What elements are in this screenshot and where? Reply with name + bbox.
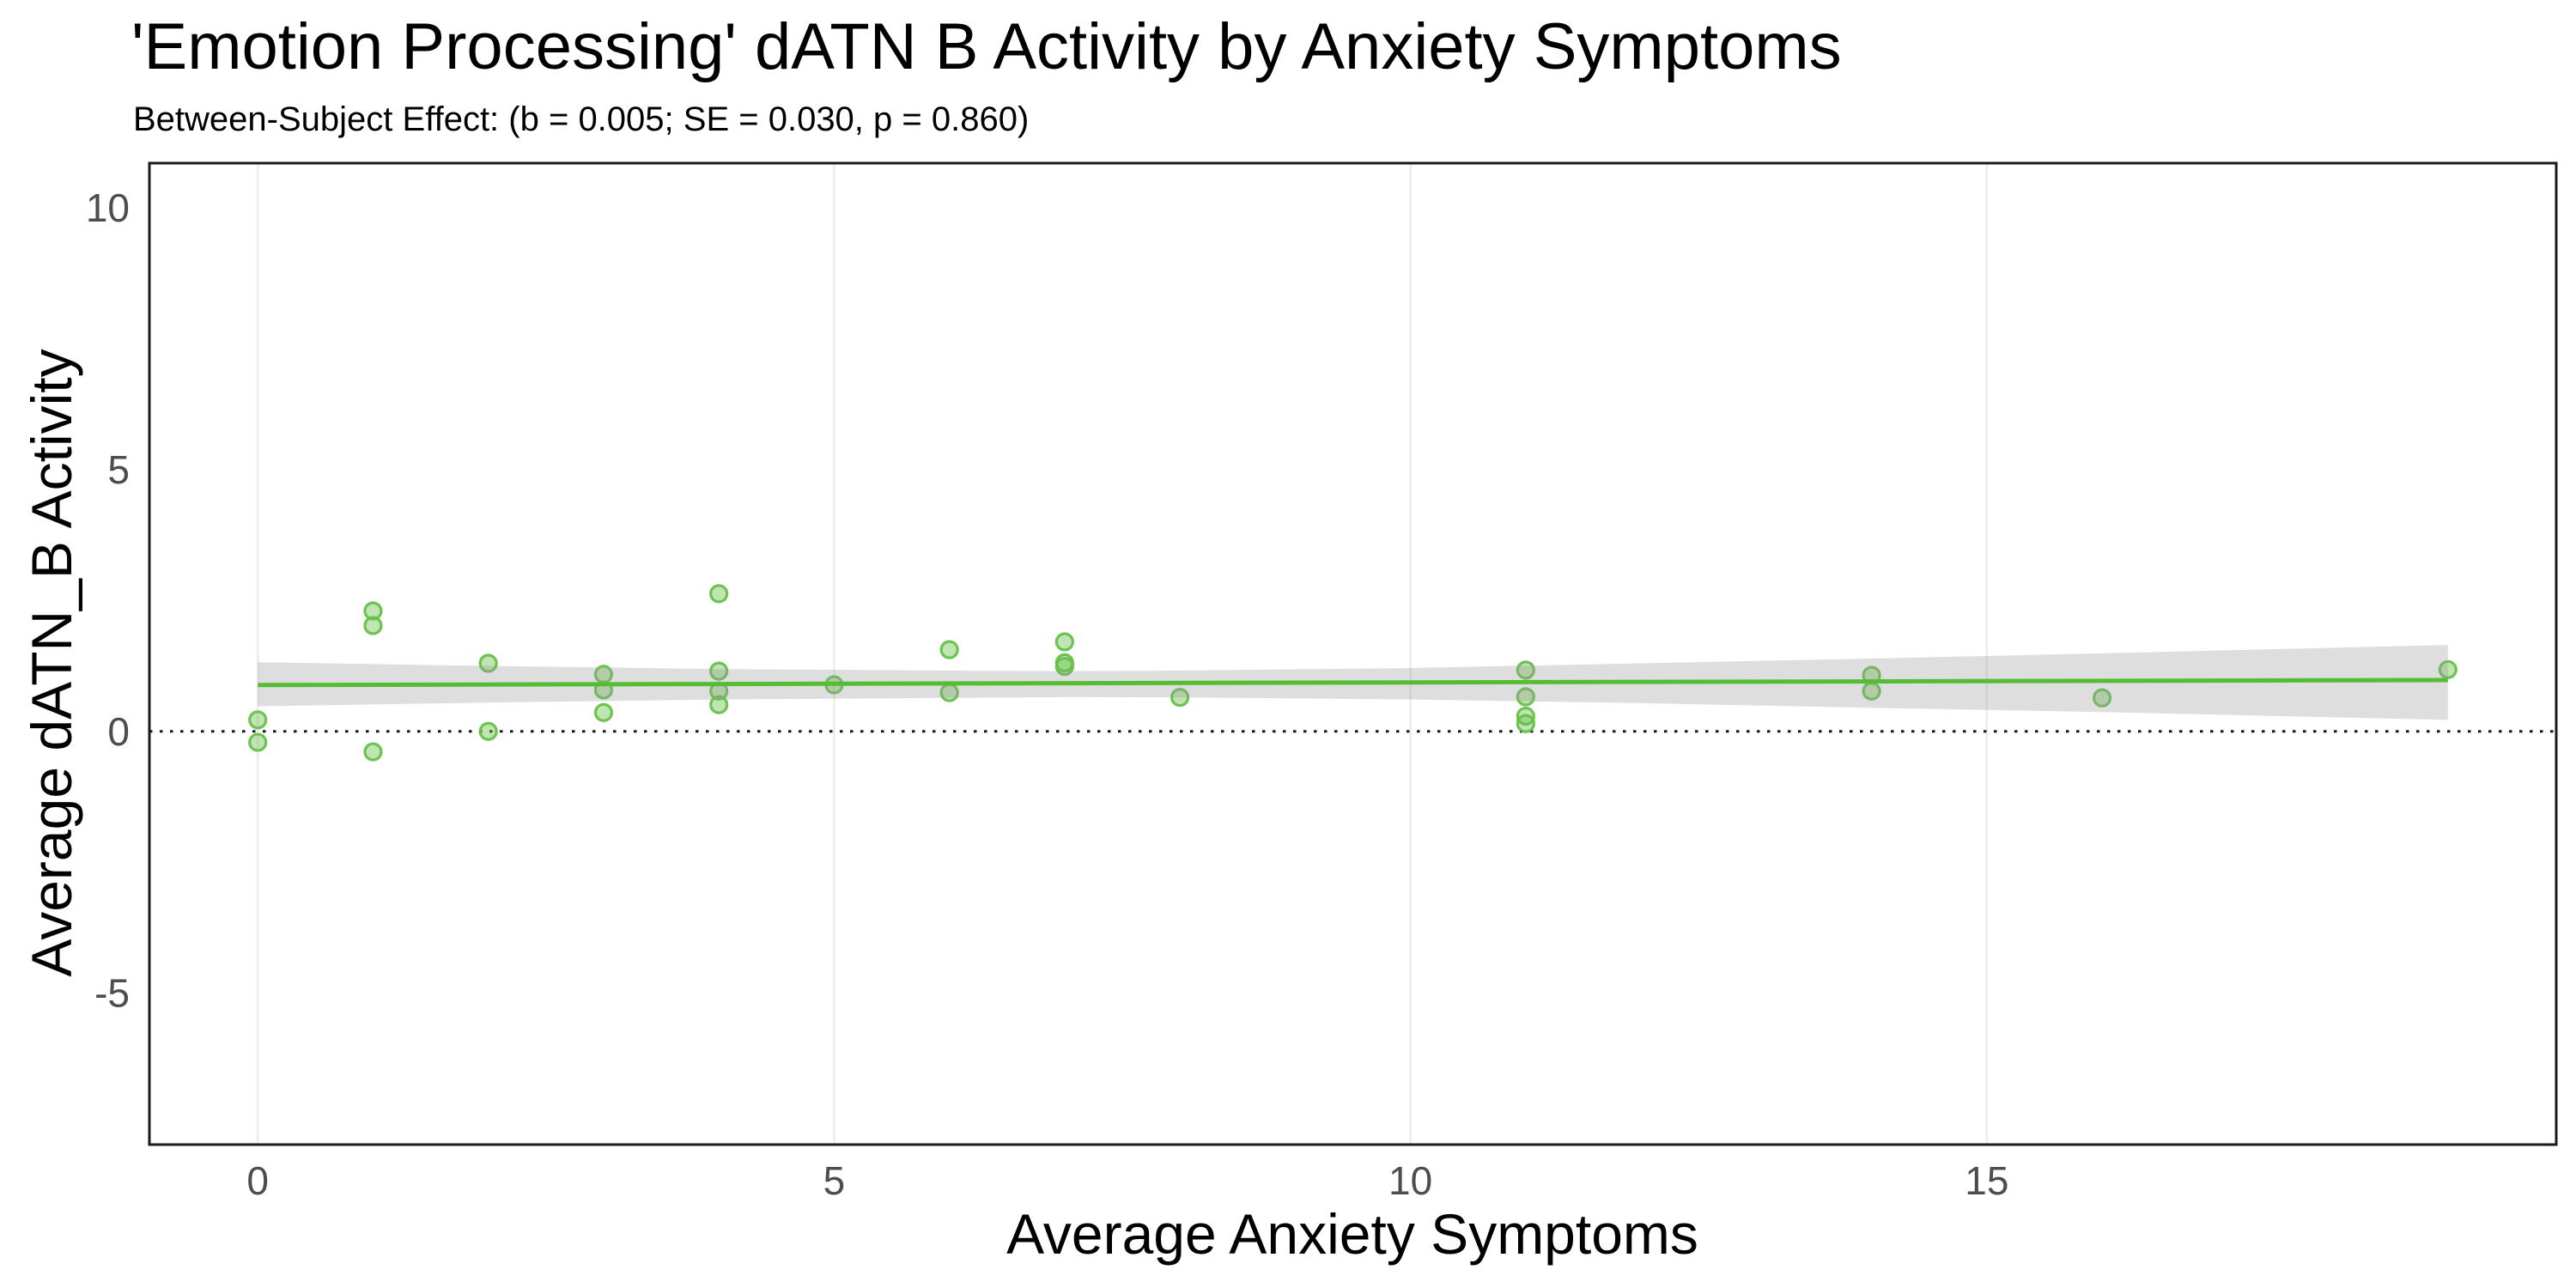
x-gridlines [256,163,1989,1145]
regression-line [258,677,2448,688]
data-point [1516,687,1535,707]
y-tick-labels: -5 0 5 10 [86,185,130,1016]
data-point [248,732,268,752]
chart-subtitle: Between-Subject Effect: (b = 0.005; SE =… [133,100,1029,138]
data-point [593,702,614,722]
data-point [1054,632,1074,652]
y-axis-title: Average dATN_B Activity [20,349,83,976]
data-point [248,710,268,730]
data-point [363,616,383,635]
y-tick-label: 5 [107,447,130,492]
data-point [939,640,959,659]
x-tick-labels: 0 5 10 15 [246,1158,2008,1203]
chart-title: 'Emotion Processing' dATN B Activity by … [131,10,1842,83]
panel-border-rect [148,161,2558,1146]
data-point [478,653,498,673]
scatter-points [248,584,2458,762]
y-tick-label: -5 [94,971,130,1016]
data-point [2092,688,2112,708]
y-tick-label: 0 [107,709,130,754]
data-point [1170,688,1190,708]
data-point [1054,657,1074,677]
panel-border [148,161,2558,1146]
x-tick-label: 5 [823,1158,846,1203]
data-point [709,695,729,714]
data-point [478,721,498,741]
x-tick-label: 10 [1388,1158,1432,1203]
data-point [1516,714,1535,733]
data-point [363,601,383,621]
data-point [709,584,729,604]
data-point [1516,660,1535,680]
fit-line [258,677,2448,688]
data-point [2438,659,2458,679]
data-point [363,742,383,762]
x-tick-label: 15 [1965,1158,2008,1203]
data-point [709,661,729,681]
y-tick-label: 10 [86,185,130,230]
x-tick-label: 0 [246,1158,269,1203]
x-axis-title: Average Anxiety Symptoms [1006,1202,1698,1266]
